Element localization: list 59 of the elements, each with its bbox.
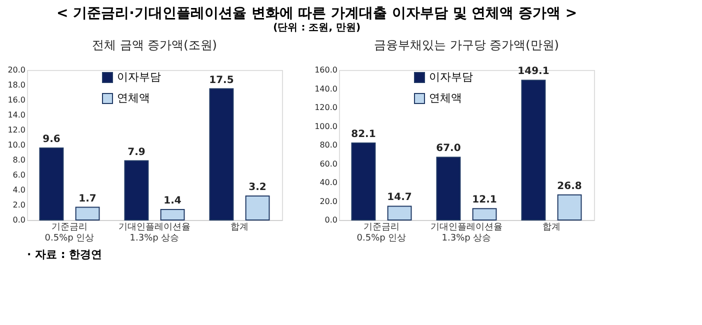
- data-label: 82.1: [351, 129, 376, 140]
- y-tick-label: 20.0: [8, 66, 26, 74]
- y-tick-label: 6.0: [12, 170, 26, 180]
- y-tick-label: 18.0: [8, 80, 26, 90]
- x-tick-label: 합계: [230, 222, 248, 232]
- y-tick-label: 0.0: [324, 216, 338, 224]
- y-tick-label: 12.0: [8, 126, 26, 134]
- y-tick-label: 160.0: [314, 66, 338, 74]
- y-tick-label: 16.0: [8, 96, 26, 104]
- y-tick-label: 2.0: [12, 200, 26, 210]
- text: < 기준금리·기대인플레이션율 변화에 따른 가계대출 이자부담 및 연체액 증가액 >: [56, 6, 578, 22]
- y-tick-label: 10.0: [8, 140, 26, 150]
- legend-label: 연체액: [429, 92, 462, 104]
- x-tick-label: 기준금리 0.5%p 인상: [356, 222, 406, 244]
- x-tick-label: 합계: [542, 222, 560, 232]
- legend-label: 이자부담: [429, 70, 473, 84]
- x-tick-label: 기준금리 0.5%p 인상: [44, 222, 94, 244]
- data-label: 14.7: [387, 192, 412, 204]
- data-label: 26.8: [557, 180, 582, 192]
- data-label: 7.9: [128, 146, 146, 158]
- bar: [124, 160, 149, 220]
- data-label: 149.1: [518, 66, 550, 78]
- chart-title: 금융부채있는 가구당 증가액(만원): [374, 38, 559, 52]
- bar: [245, 196, 270, 220]
- bar: [39, 148, 64, 220]
- bar: [387, 206, 412, 220]
- legend-label: 이자부담: [117, 70, 161, 84]
- bar: [75, 206, 100, 220]
- data-label: 3.2: [248, 182, 266, 193]
- bar: [209, 88, 234, 220]
- y-tick-label: 4.0: [12, 186, 26, 194]
- y-tick-label: 40.0: [320, 178, 338, 187]
- y-tick-label: 20.0: [320, 196, 338, 206]
- text: (단위 : 조원, 만원): [273, 22, 361, 34]
- data-label: 67.0: [436, 143, 461, 154]
- x-tick-label: 기대인플레이션율 1.3%p 상승: [430, 222, 502, 244]
- text: · 자료 : 한경연: [27, 248, 102, 261]
- data-label: 9.6: [42, 134, 60, 145]
- bar: [160, 209, 185, 220]
- bar: [351, 142, 376, 220]
- data-label: 1.7: [78, 193, 96, 204]
- y-tick-label: 120.0: [314, 103, 338, 112]
- y-tick-label: 0.0: [12, 216, 26, 224]
- y-tick-label: 140.0: [314, 84, 338, 94]
- data-label: 17.5: [209, 74, 234, 86]
- legend-label: 연체액: [117, 92, 150, 104]
- bar: [521, 80, 546, 220]
- y-tick-label: 100.0: [314, 122, 338, 131]
- bar: [557, 194, 582, 220]
- y-tick-label: 80.0: [320, 140, 338, 150]
- bar: [436, 156, 461, 220]
- bar: [472, 208, 497, 220]
- y-tick-label: 8.0: [12, 156, 26, 164]
- chart-title: 전체 금액 증가액(조원): [92, 38, 217, 52]
- y-tick-label: 14.0: [8, 110, 26, 120]
- y-tick-label: 60.0: [320, 159, 338, 168]
- data-label: 1.4: [164, 196, 182, 206]
- data-label: 12.1: [472, 194, 497, 206]
- x-tick-label: 기대인플레이션율 1.3%p 상승: [118, 222, 190, 244]
